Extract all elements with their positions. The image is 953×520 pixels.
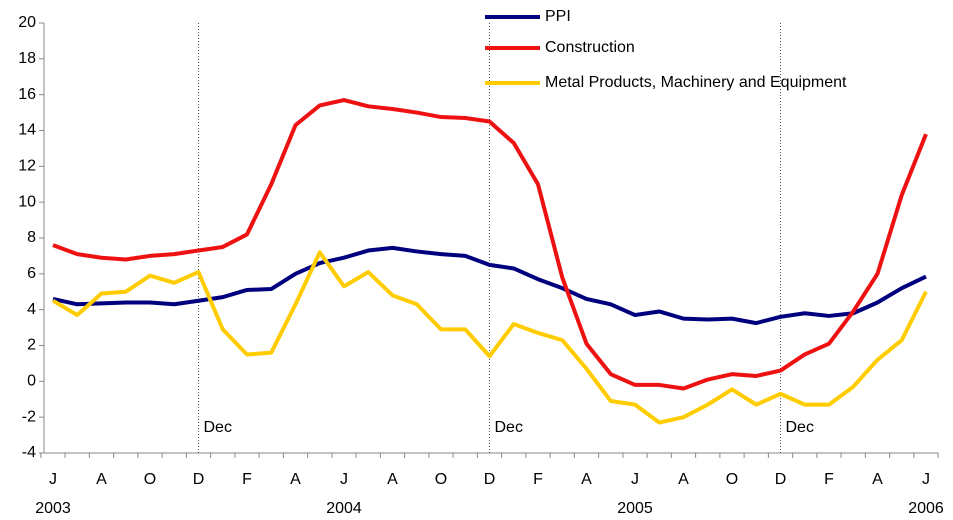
y-tick-label: -2 bbox=[22, 408, 36, 425]
y-tick-label: 2 bbox=[27, 337, 36, 354]
y-tick-label: 10 bbox=[18, 193, 36, 210]
x-tick-label: A bbox=[290, 471, 301, 488]
y-tick-label: 6 bbox=[27, 265, 36, 282]
x-tick-label: F bbox=[242, 471, 252, 488]
x-tick-label: D bbox=[775, 471, 787, 488]
x-tick-label: O bbox=[435, 471, 447, 488]
legend-label: Construction bbox=[545, 39, 635, 56]
x-tick-label: A bbox=[872, 471, 883, 488]
x-tick-label: F bbox=[824, 471, 834, 488]
year-label: 2006 bbox=[908, 500, 944, 517]
y-tick-label: 16 bbox=[18, 86, 36, 103]
x-tick-label: A bbox=[96, 471, 107, 488]
year-label: 2004 bbox=[326, 500, 362, 517]
x-tick-label: O bbox=[726, 471, 738, 488]
series-line bbox=[52, 245, 927, 326]
y-tick-label: 18 bbox=[18, 50, 36, 67]
x-tick-label: A bbox=[387, 471, 398, 488]
x-tick-label: J bbox=[631, 471, 639, 488]
annotation-label: Dec bbox=[204, 419, 232, 436]
y-tick-label: 0 bbox=[27, 373, 36, 390]
x-tick-label: F bbox=[533, 471, 543, 488]
annotation-label: Dec bbox=[495, 419, 523, 436]
x-tick-label: D bbox=[193, 471, 205, 488]
y-tick-label: -4 bbox=[22, 444, 36, 461]
x-tick-label: A bbox=[581, 471, 592, 488]
year-label: 2005 bbox=[617, 500, 653, 517]
year-label: 2003 bbox=[35, 500, 71, 517]
x-tick-label: A bbox=[678, 471, 689, 488]
y-tick-label: 4 bbox=[27, 301, 36, 318]
legend-label: Metal Products, Machinery and Equipment bbox=[545, 74, 847, 91]
y-tick-label: 8 bbox=[27, 229, 36, 246]
y-tick-label: 14 bbox=[18, 122, 36, 139]
annotation-label: Dec bbox=[786, 419, 814, 436]
series-line bbox=[51, 250, 928, 425]
x-tick-label: J bbox=[340, 471, 348, 488]
y-tick-label: 20 bbox=[18, 14, 36, 31]
x-tick-label: J bbox=[49, 471, 57, 488]
series-line bbox=[52, 98, 928, 391]
x-tick-label: O bbox=[144, 471, 156, 488]
x-tick-label: D bbox=[484, 471, 496, 488]
x-tick-label: J bbox=[922, 471, 930, 488]
legend-label: PPI bbox=[545, 8, 571, 25]
y-tick-label: 12 bbox=[18, 158, 36, 175]
